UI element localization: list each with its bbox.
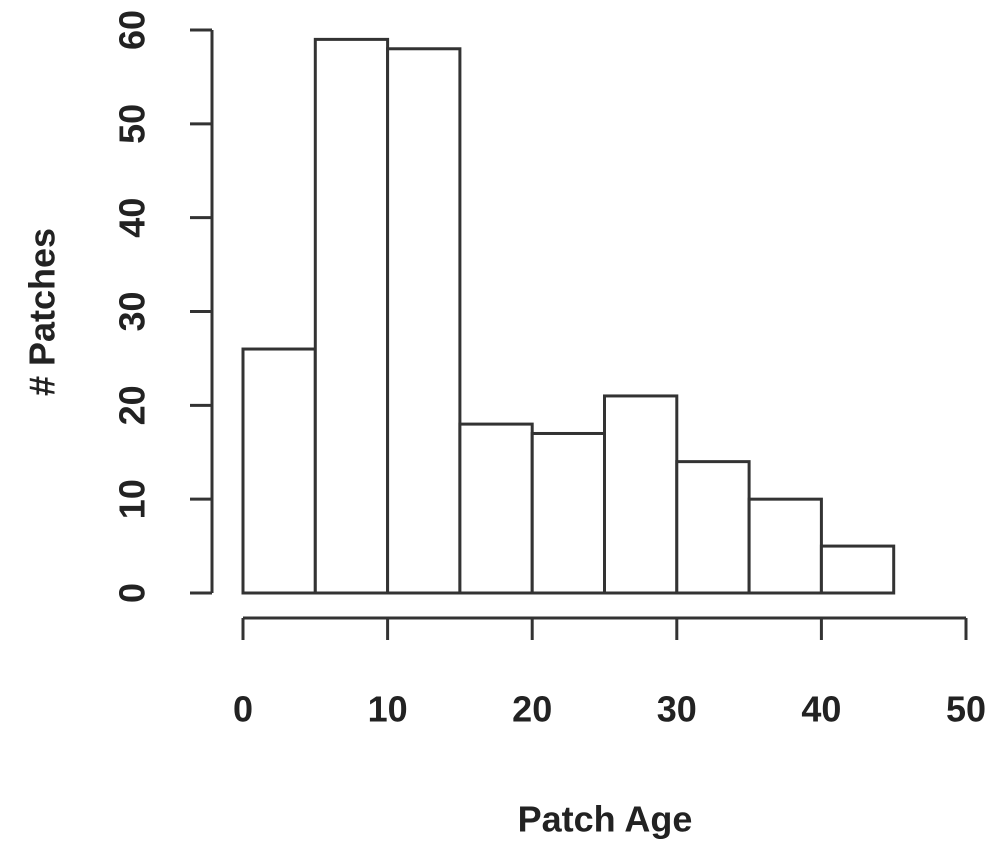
bar	[458, 422, 534, 595]
y-tick-label: 0	[112, 583, 153, 603]
y-tick-label: 60	[112, 10, 153, 50]
x-tick-label: 40	[801, 689, 841, 730]
x-axis-label: Patch Age	[518, 799, 693, 840]
bar	[313, 37, 390, 595]
x-tick-label: 20	[512, 689, 552, 730]
bar	[241, 347, 317, 595]
x-tick-label: 50	[946, 689, 986, 730]
y-tick-label: 10	[112, 479, 153, 519]
bar	[386, 47, 462, 595]
bar	[819, 544, 896, 595]
y-axis-label: # Patches	[22, 228, 63, 396]
y-tick-label: 40	[112, 198, 153, 238]
y-tick-label: 20	[112, 385, 153, 425]
x-tick-label: 10	[368, 689, 408, 730]
y-tick-label: 50	[112, 104, 153, 144]
x-tick-label: 30	[657, 689, 697, 730]
bar	[530, 431, 607, 595]
bar	[747, 497, 823, 595]
x-tick-label: 0	[233, 689, 253, 730]
bar	[603, 394, 679, 595]
bar	[675, 460, 751, 595]
y-tick-label: 30	[112, 291, 153, 331]
